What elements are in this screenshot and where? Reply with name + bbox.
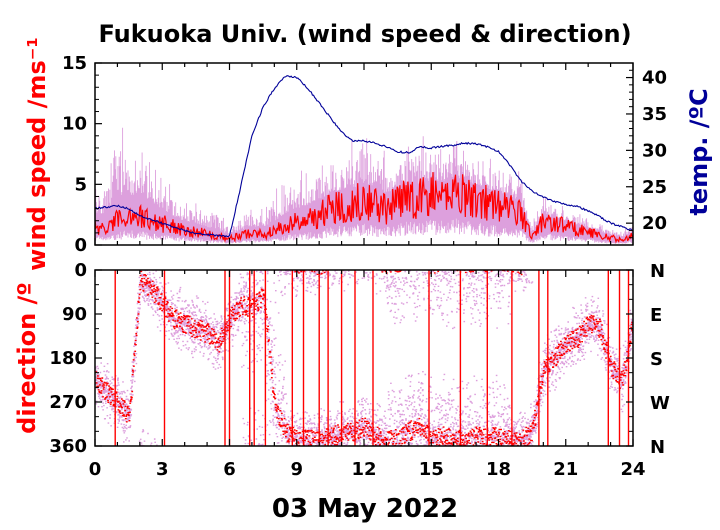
speed-tick-label: 0 xyxy=(74,235,87,256)
wind-speed-axis-label: wind speed /ms⁻¹ xyxy=(23,37,51,271)
direction-tick-label: 0 xyxy=(74,260,87,281)
speed-tick-label: 15 xyxy=(62,53,87,74)
temp-tick-label: 35 xyxy=(642,104,667,125)
direction-axis-label: direction /º xyxy=(13,282,41,434)
hour-tick-label: 0 xyxy=(89,459,102,480)
hour-tick-label: 15 xyxy=(419,459,444,480)
chart-title: Fukuoka Univ. (wind speed & direction) xyxy=(98,20,631,48)
text-layer: Fukuoka Univ. (wind speed & direction) 0 5… xyxy=(13,20,713,524)
direction-tick-label: 270 xyxy=(49,392,87,413)
compass-tick-label: N xyxy=(650,437,665,458)
gust-direction-dots xyxy=(95,270,633,446)
mean-direction-trace xyxy=(95,270,633,446)
compass-tick-label: S xyxy=(650,349,663,370)
data-layer xyxy=(95,75,633,446)
hour-tick-label: 6 xyxy=(223,459,236,480)
temp-tick-label: 20 xyxy=(642,213,667,234)
direction-tick-label: 90 xyxy=(62,304,87,325)
direction-tick-label: 360 xyxy=(49,436,87,457)
temperature-line xyxy=(95,75,633,238)
hour-tick-label: 3 xyxy=(156,459,169,480)
compass-tick-label: W xyxy=(650,393,670,414)
compass-tick-label: E xyxy=(650,305,662,326)
temp-tick-label: 30 xyxy=(642,140,667,161)
hour-tick-label: 18 xyxy=(486,459,511,480)
speed-tick-label: 5 xyxy=(74,174,87,195)
temperature-axis-label: temp. /ºC xyxy=(685,88,713,215)
compass-tick-label: N xyxy=(650,261,665,282)
temp-tick-label: 25 xyxy=(642,177,667,198)
hour-tick-label: 21 xyxy=(553,459,578,480)
direction-tick-label: 180 xyxy=(49,348,87,369)
wind-speed-line xyxy=(95,172,633,244)
hour-tick-label: 9 xyxy=(290,459,303,480)
axes-layer xyxy=(94,62,634,447)
date-label: 03 May 2022 xyxy=(272,494,458,524)
hour-tick-label: 24 xyxy=(620,459,645,480)
speed-tick-label: 10 xyxy=(62,114,87,135)
temp-tick-label: 40 xyxy=(642,68,667,89)
hour-tick-label: 12 xyxy=(351,459,376,480)
